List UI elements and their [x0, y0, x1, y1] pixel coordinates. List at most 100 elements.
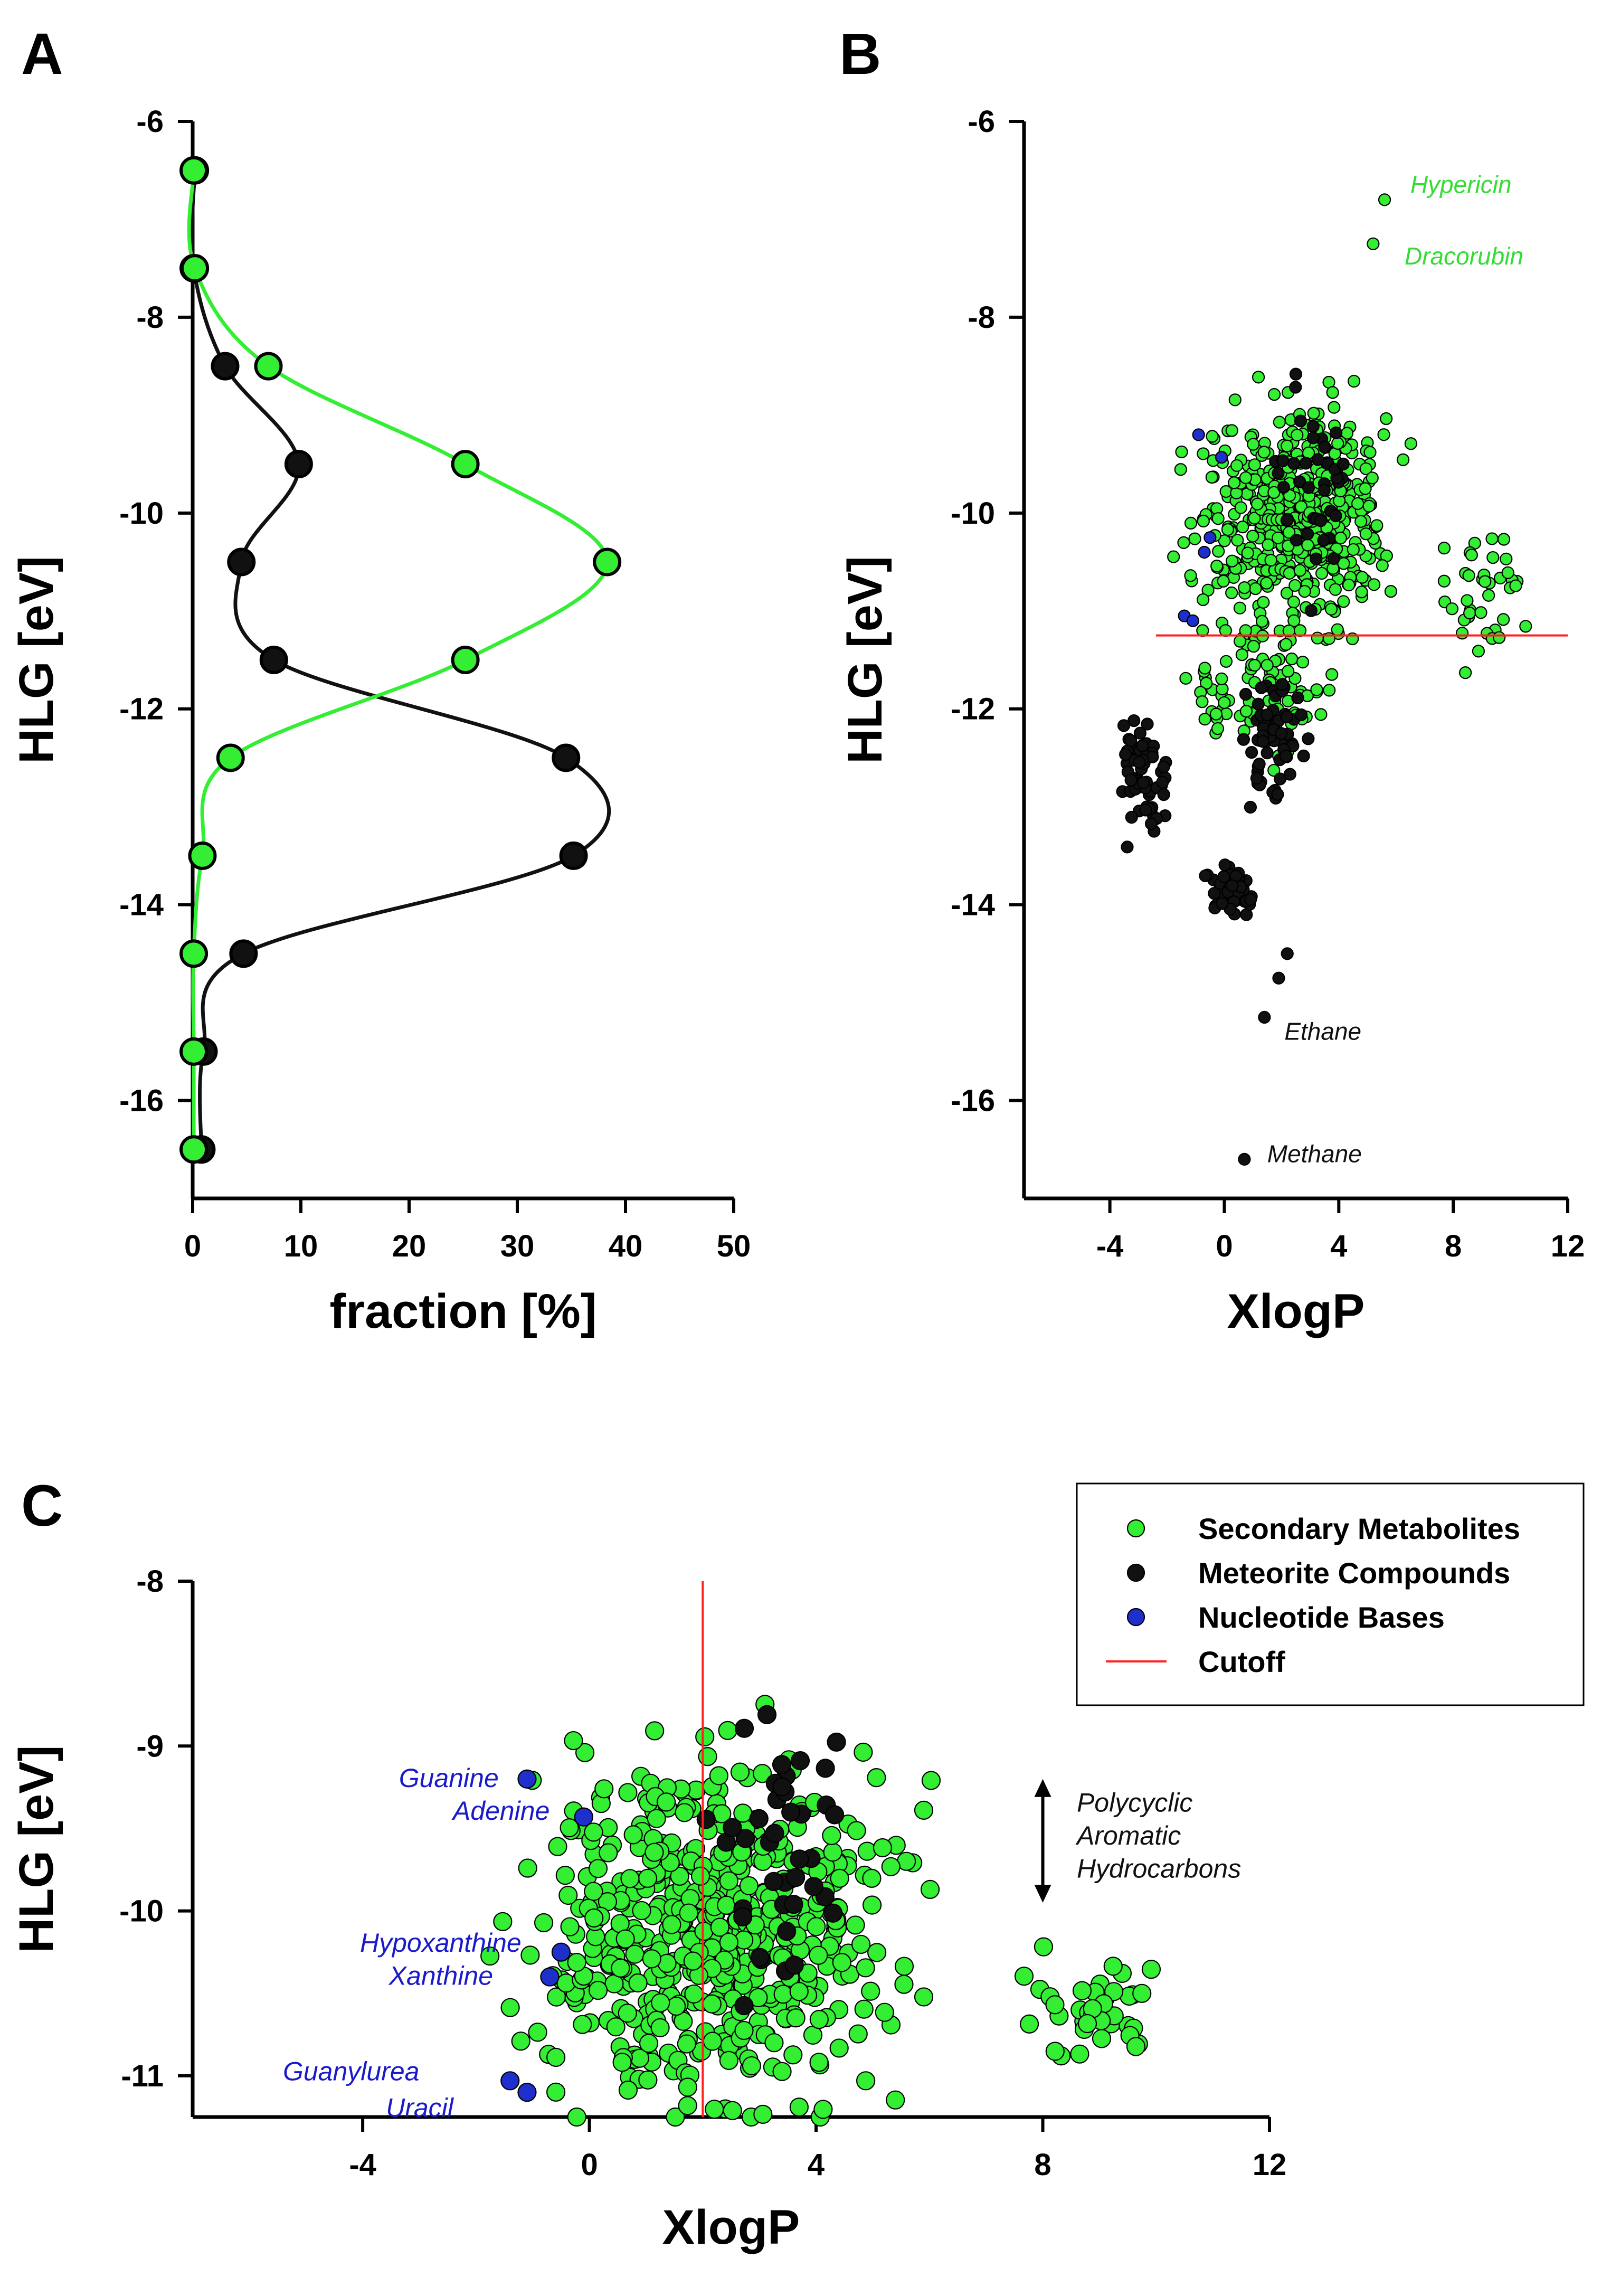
- secondary-point: [650, 2018, 670, 2038]
- secondary-point: [573, 2015, 592, 2034]
- point-annotation: Dracorubin: [1405, 242, 1523, 270]
- secondary-point: [1461, 594, 1474, 607]
- secondary-point: [1249, 582, 1262, 596]
- secondary-point: [1197, 447, 1210, 460]
- meteorite-point: [1199, 869, 1212, 883]
- secondary-point: [1281, 439, 1294, 452]
- secondary-point: [1174, 463, 1187, 476]
- x-tick-label: 4: [1330, 1229, 1347, 1263]
- secondary-point: [1231, 534, 1244, 547]
- x-tick-label: 12: [1253, 2148, 1287, 2182]
- meteorite-point: [259, 646, 288, 674]
- meteorite-point: [1245, 745, 1258, 759]
- secondary-point: [718, 1721, 737, 1740]
- secondary-point: [662, 1915, 681, 1934]
- secondary-point: [1298, 585, 1311, 598]
- secondary-point: [593, 547, 622, 577]
- panel-a-chart: -6 -8 -10 -12 -14 -16 0 10 20 30 40 50 fraction [%] H…: [10, 105, 751, 1338]
- secondary-point: [734, 2020, 754, 2040]
- secondary-point: [772, 2062, 792, 2081]
- y-tick-label: -8: [136, 1564, 164, 1599]
- secondary-point: [703, 2032, 722, 2051]
- legend-box: [1076, 1482, 1585, 1706]
- meteorite-curve: [189, 170, 611, 1150]
- nucleotide-point: [517, 1769, 537, 1789]
- meteorite-point: [1136, 776, 1150, 789]
- point-annotation: Polycyclic: [1077, 1788, 1192, 1818]
- secondary-point: [511, 2032, 530, 2051]
- secondary-point: [638, 2070, 658, 2090]
- secondary-point: [875, 2002, 894, 2022]
- panel-c-letter: C: [21, 1473, 63, 1538]
- secondary-point: [666, 2107, 685, 2127]
- secondary-point: [1126, 2037, 1146, 2056]
- secondary-point: [1257, 446, 1271, 459]
- meteorite-point: [1294, 414, 1307, 428]
- x-tick-label: 20: [392, 1229, 427, 1263]
- secondary-point: [719, 1932, 738, 1952]
- x-tick-label: 50: [717, 1229, 751, 1263]
- meteorite-point: [734, 1718, 754, 1738]
- secondary-point: [1370, 519, 1383, 532]
- secondary-point: [1337, 557, 1350, 570]
- point-annotation: Xanthine: [388, 1961, 493, 1991]
- y-tick-label: -8: [136, 300, 164, 335]
- secondary-point: [719, 1871, 738, 1891]
- secondary-point: [921, 1771, 941, 1790]
- secondary-point: [1261, 658, 1274, 672]
- secondary-point: [606, 2017, 626, 2037]
- secondary-point: [618, 2004, 637, 2023]
- secondary-point: [181, 254, 210, 283]
- secondary-point: [1355, 585, 1368, 599]
- meteorite-point: [1127, 714, 1141, 727]
- x-tick-label: 0: [581, 2148, 598, 2182]
- secondary-point: [1280, 587, 1294, 600]
- secondary-point: [1509, 579, 1522, 592]
- secondary-point: [639, 2034, 659, 2053]
- secondary-point: [642, 1949, 661, 1969]
- meteorite-point: [1281, 947, 1294, 960]
- y-tick-label: -14: [119, 888, 164, 922]
- secondary-point: [856, 1958, 875, 1978]
- secondary-point: [1219, 655, 1233, 668]
- range-arrow-head-down: [1034, 1885, 1051, 1903]
- meteorite-point: [559, 841, 588, 870]
- legend-label: Nucleotide Bases: [1198, 1601, 1445, 1634]
- secondary-point: [894, 1974, 914, 1994]
- secondary-point: [1384, 585, 1398, 598]
- meteorite-point: [1256, 735, 1269, 748]
- secondary-point: [1310, 683, 1323, 696]
- secondary-point: [894, 1957, 914, 1976]
- meteorite-point: [1287, 457, 1301, 470]
- legend-marker: [1126, 1608, 1145, 1627]
- secondary-point: [1264, 554, 1277, 567]
- point-annotation: Guanylurea: [283, 2057, 420, 2086]
- meteorite-point: [765, 1823, 784, 1843]
- secondary-point: [451, 646, 480, 674]
- nucleotide-point: [540, 1967, 560, 1987]
- secondary-point: [752, 1764, 772, 1783]
- secondary-point: [594, 1779, 614, 1799]
- meteorite-point: [1276, 678, 1289, 691]
- secondary-point: [1227, 476, 1241, 489]
- legend-marker: [1126, 1563, 1145, 1582]
- secondary-point: [862, 1868, 882, 1888]
- x-tick-label: 0: [1216, 1229, 1233, 1263]
- secondary-point: [789, 2097, 809, 2117]
- meteorite-point: [552, 743, 581, 772]
- meteorite-point: [1237, 733, 1250, 746]
- secondary-point: [702, 1994, 722, 2014]
- y-axis-title: HLG [eV]: [838, 556, 892, 764]
- y-tick-label: -16: [951, 1084, 995, 1118]
- secondary-point: [1217, 574, 1230, 588]
- meteorite-point: [1121, 840, 1134, 854]
- secondary-point: [645, 1721, 665, 1741]
- meteorite-point: [757, 1705, 777, 1724]
- y-tick-label: -16: [119, 1084, 164, 1118]
- secondary-point: [1296, 656, 1310, 669]
- secondary-point: [1072, 1981, 1092, 2000]
- secondary-point: [560, 1917, 580, 1936]
- secondary-point: [1283, 526, 1296, 539]
- meteorite-point: [1293, 475, 1306, 488]
